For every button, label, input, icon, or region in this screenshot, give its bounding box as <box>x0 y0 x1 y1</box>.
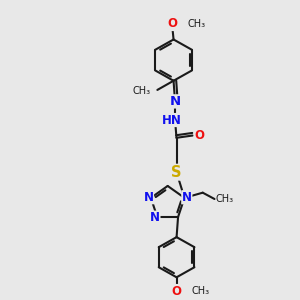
Text: O: O <box>194 129 204 142</box>
Text: O: O <box>172 284 182 298</box>
Text: CH₃: CH₃ <box>192 286 210 296</box>
Text: HN: HN <box>162 113 182 127</box>
Text: CH₃: CH₃ <box>133 86 151 96</box>
Text: N: N <box>169 95 181 108</box>
Text: N: N <box>150 211 160 224</box>
Text: O: O <box>167 17 177 31</box>
Text: CH₃: CH₃ <box>216 194 234 204</box>
Text: CH₃: CH₃ <box>188 19 206 29</box>
Text: S: S <box>171 165 182 180</box>
Text: N: N <box>182 191 192 204</box>
Text: N: N <box>143 191 154 204</box>
